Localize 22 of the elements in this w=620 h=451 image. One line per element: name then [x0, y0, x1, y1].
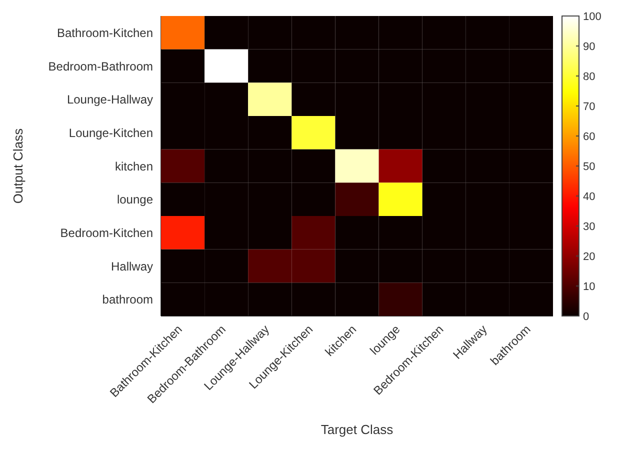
- y-tick-label: Lounge-Kitchen: [68, 126, 153, 140]
- y-tick-label: Lounge-Hallway: [66, 92, 153, 107]
- color-bar-label: 100: [583, 11, 602, 23]
- color-bar-label: 50: [583, 161, 596, 173]
- color-bar-label: 40: [583, 191, 596, 203]
- color-bar-label: 30: [583, 221, 596, 233]
- y-tick-label: Hallway: [110, 259, 153, 274]
- y-axis-title: Output Class: [10, 128, 26, 204]
- y-tick-label: Bathroom-Kitchen: [56, 26, 153, 40]
- color-bar-label: 20: [583, 251, 596, 263]
- color-bar-label: 90: [583, 41, 596, 53]
- color-bar-label: 60: [583, 131, 596, 143]
- y-tick-label: kitchen: [114, 159, 153, 174]
- y-tick-label: lounge: [116, 192, 154, 207]
- color-bar-label: 70: [583, 101, 596, 113]
- y-tick-label: bathroom: [102, 292, 153, 307]
- x-axis-title: Target Class: [320, 422, 394, 437]
- color-bar-label: 80: [583, 71, 596, 83]
- color-bar-label: 0: [583, 311, 590, 323]
- y-tick-label: Bedroom-Bathroom: [48, 59, 153, 74]
- color-bar-label: 10: [583, 281, 596, 293]
- y-tick-label: Bedroom-Kitchen: [60, 226, 153, 240]
